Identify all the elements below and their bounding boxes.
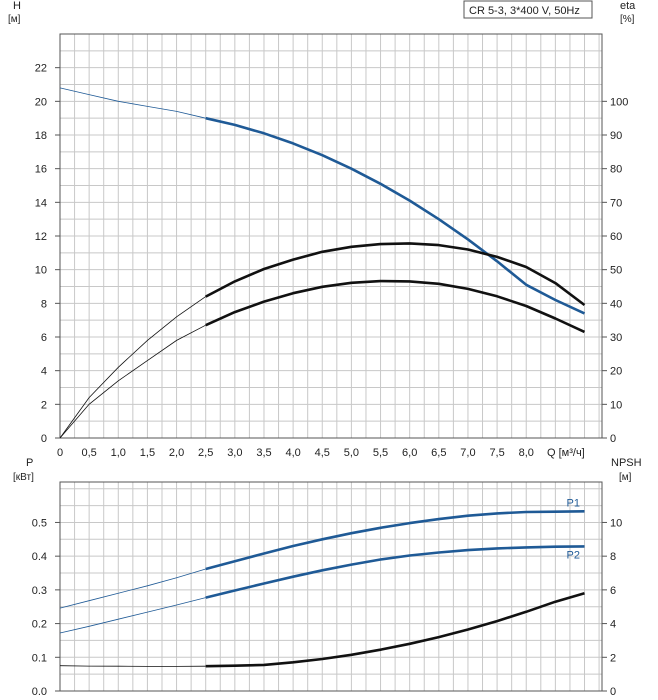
y2-tick-label: 60: [610, 231, 622, 243]
x-tick-label: 0: [57, 447, 63, 459]
y2-tick-label: 70: [610, 197, 622, 209]
y-tick-label: 22: [35, 63, 47, 75]
curves: [59, 87, 586, 668]
header-legend: CR 5-3, 3*400 V, 50Hz: [463, 0, 593, 19]
curve-bold-segment: [205, 545, 585, 599]
y-tick-label: 0: [41, 433, 47, 445]
y-tick-label: 0.3: [32, 585, 47, 597]
y2-tick-label: 80: [610, 164, 622, 176]
y2-tick-label: 10: [610, 517, 622, 529]
y2-tick-label: 10: [610, 399, 622, 411]
y2-tick-label: 50: [610, 265, 622, 277]
x-tick-label: 2,5: [198, 447, 213, 459]
y2-tick-label: 0: [610, 433, 616, 445]
series-labels: P1 P2: [567, 497, 580, 561]
y2-tick-label: 6: [610, 585, 616, 597]
y-tick-label: 14: [35, 197, 47, 209]
x-tick-label: 7,0: [460, 447, 475, 459]
top-chart-grid: [59, 33, 603, 439]
curve-thin-segment: [59, 87, 206, 119]
top-left-axis-label: H: [13, 0, 21, 12]
curve-thin-segment: [59, 597, 206, 634]
curve-thin-segment: [59, 324, 206, 439]
bottom-left-axis-unit: [кВт]: [13, 472, 34, 483]
bottom-chart-grid: [59, 481, 603, 692]
y-tick-label: 10: [35, 265, 47, 277]
x-tick-label: 4,0: [285, 447, 300, 459]
y-tick-label: 0.1: [32, 652, 47, 664]
y-tick-label: 6: [41, 332, 47, 344]
curve-thin-segment: [59, 665, 206, 667]
y2-tick-label: 100: [610, 96, 628, 108]
curve-bold-segment: [205, 116, 586, 315]
x-tick-label: 1,0: [111, 447, 126, 459]
curve-thin-segment: [59, 296, 206, 439]
y2-tick-label: 40: [610, 298, 622, 310]
axis-labels: H [м] eta [%] Q [м³/ч] P [кВт] NPSH [м]: [8, 0, 642, 483]
x-axis-unit-label: Q [м³/ч]: [547, 447, 585, 459]
curve-thin-segment: [59, 568, 206, 609]
tick-labels: 0246810121416182022010203040506070809010…: [32, 63, 629, 698]
y-tick-label: 16: [35, 164, 47, 176]
x-tick-label: 8,0: [519, 447, 534, 459]
bottom-left-axis-label: P: [26, 457, 33, 469]
y-tick-label: 0.4: [32, 551, 47, 563]
top-left-axis-unit: [м]: [8, 14, 21, 25]
y-tick-label: 12: [35, 231, 47, 243]
header-legend-box: [463, 0, 593, 19]
x-tick-label: 5,5: [373, 447, 388, 459]
x-tick-label: 1,5: [140, 447, 155, 459]
y2-tick-label: 20: [610, 366, 622, 378]
curve-bold-segment: [205, 242, 586, 307]
x-tick-label: 2,0: [169, 447, 184, 459]
y-tick-label: 4: [41, 366, 47, 378]
top-right-axis-label: eta: [620, 0, 636, 12]
y2-tick-label: 30: [610, 332, 622, 344]
y-tick-label: 20: [35, 96, 47, 108]
x-tick-label: 6,0: [402, 447, 417, 459]
x-tick-label: 3,5: [256, 447, 271, 459]
curve-bold-segment: [205, 279, 586, 334]
x-tick-label: 7,5: [489, 447, 504, 459]
x-tick-label: 6,5: [431, 447, 446, 459]
y2-tick-label: 0: [610, 686, 616, 698]
y-tick-label: 0.2: [32, 619, 47, 631]
x-tick-label: 3,0: [227, 447, 242, 459]
x-tick-label: 4,5: [315, 447, 330, 459]
y-tick-label: 0.0: [32, 686, 47, 698]
curve-bold-segment: [205, 591, 585, 668]
x-tick-label: 5,0: [344, 447, 359, 459]
y2-tick-label: 4: [610, 619, 616, 631]
curve-bold-segment: [205, 510, 585, 571]
y2-tick-label: 2: [610, 652, 616, 664]
header-legend-text: CR 5-3, 3*400 V, 50Hz: [469, 5, 580, 17]
y2-tick-label: 90: [610, 130, 622, 142]
bottom-right-axis-label: NPSH: [611, 457, 642, 469]
y-tick-label: 8: [41, 298, 47, 310]
bottom-right-axis-unit: [м]: [619, 472, 632, 483]
y-tick-label: 0.5: [32, 517, 47, 529]
series-label-p1: P1: [567, 497, 580, 509]
top-right-axis-unit: [%]: [620, 14, 635, 25]
series-label-p2: P2: [567, 549, 580, 561]
x-tick-label: 0,5: [81, 447, 96, 459]
y-tick-label: 2: [41, 399, 47, 411]
y2-tick-label: 8: [610, 551, 616, 563]
plot-frame: [59, 481, 603, 692]
y-tick-label: 18: [35, 130, 47, 142]
